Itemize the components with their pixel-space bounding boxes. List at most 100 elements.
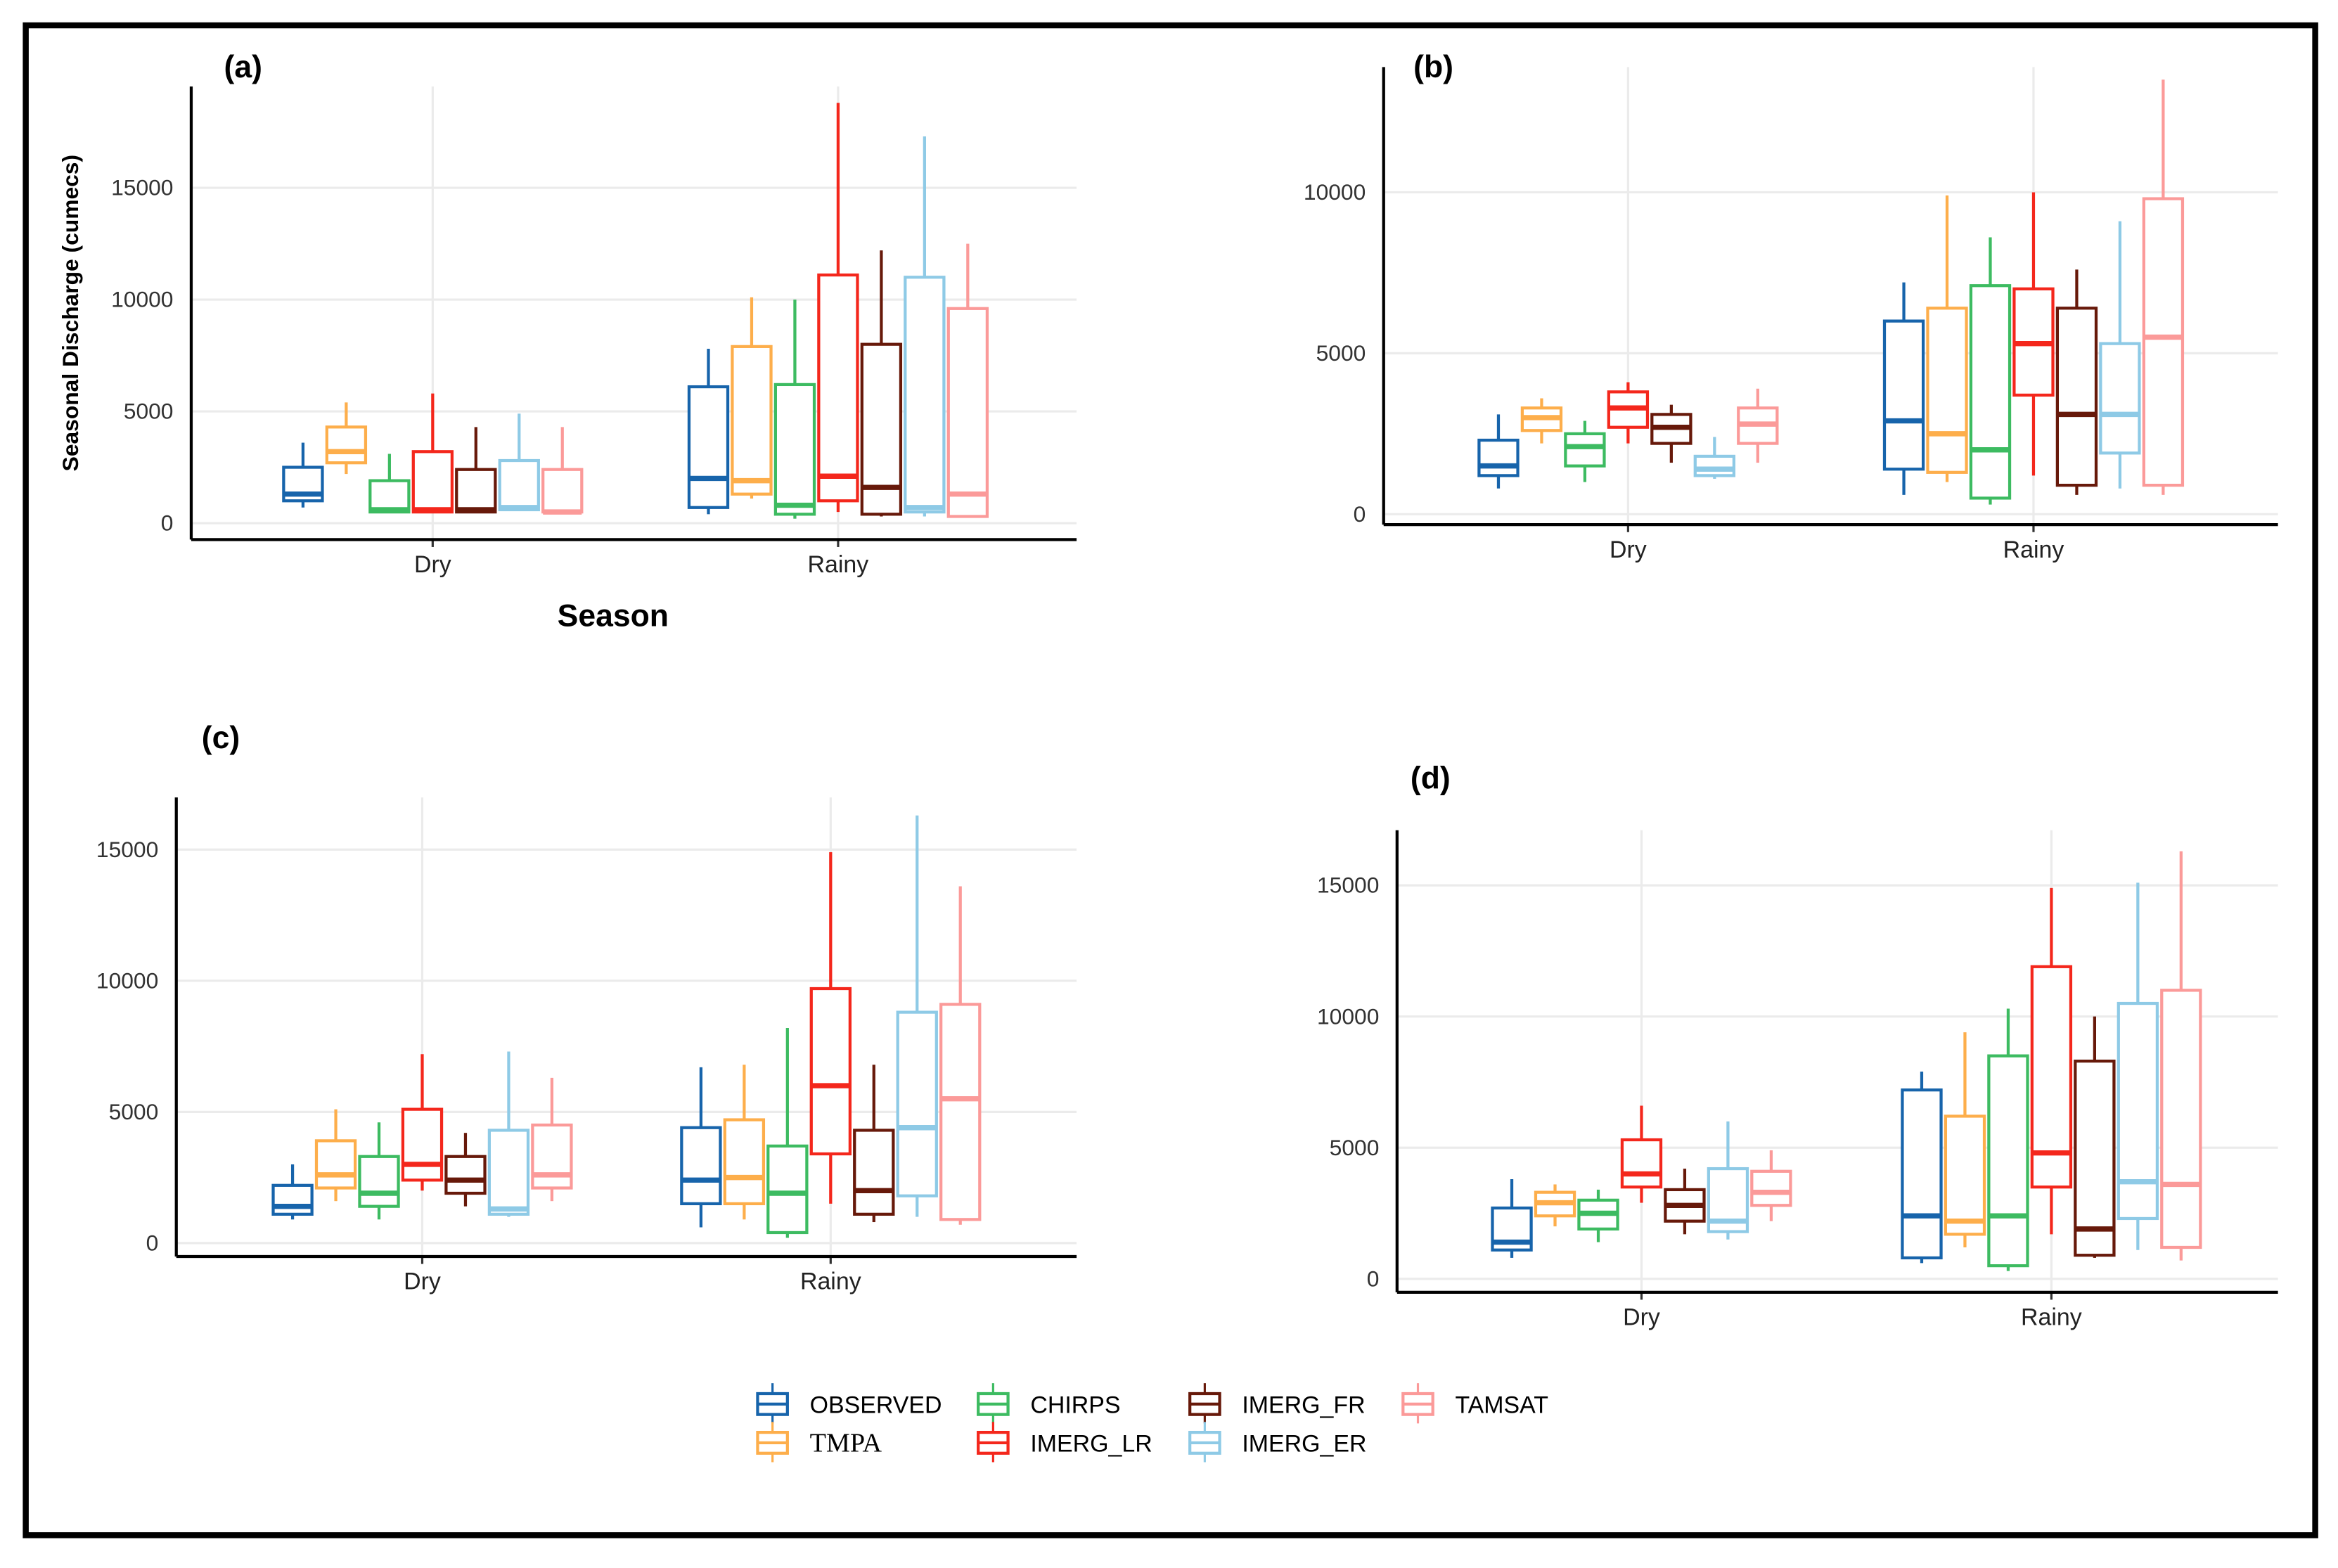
box-observed-dry [271,1164,314,1220]
legend-label: OBSERVED [810,1392,942,1419]
legend-item-tamsat: TAMSAT [1401,1383,1548,1424]
x-tick-label: Rainy [808,551,869,578]
x-axis-title: Season [558,598,669,633]
legend-item-imerg_er: IMERG_ER [1188,1422,1366,1463]
box-tmpa-dry [1534,1184,1576,1227]
legend-item-tmpa: TMPA [756,1422,882,1463]
panel-d: 0 5000 10000 15000 Dry Rainy (d) [1317,761,2278,1330]
box-iqr [1969,284,2012,500]
panel-label: (c) [202,721,240,755]
box-iqr [487,1129,530,1216]
box-iqr [809,987,852,1156]
box-iqr [2160,989,2202,1249]
y-tick-label: 10000 [1304,179,1366,205]
box-iqr [498,458,540,512]
y-tick-label: 0 [161,510,174,536]
box-observed-dry [1477,414,1520,489]
y-tick-label: 10000 [96,968,158,993]
box-imerg_er-dry [498,413,540,512]
box-iqr [946,307,989,518]
box-iqr [2117,1001,2159,1221]
box-tmpa-rainy [1944,1032,1986,1247]
box-tmpa-rainy [731,297,773,499]
x-tick-label: Dry [1610,536,1647,563]
box-iqr [531,1123,573,1190]
box-tamsat-dry [1737,388,1779,463]
box-iqr [455,468,497,514]
box-imerg_lr-dry [411,393,454,514]
x-tick-label: Dry [1623,1304,1660,1330]
box-chirps-rainy [773,300,816,519]
box-observed-dry [282,442,324,508]
legend-label: IMERG_FR [1242,1392,1365,1419]
legend-label: TAMSAT [1455,1392,1548,1419]
box-imerg_fr-rainy [860,250,903,517]
box-tamsat-rainy [939,886,982,1225]
box-imerg_fr-rainy [853,1065,895,1223]
box-iqr [853,1129,895,1216]
box-iqr [358,1155,400,1208]
box-iqr [1564,432,1606,468]
box-imerg_fr-rainy [2074,1016,2116,1258]
box-iqr [1750,1169,1792,1207]
box-iqr [411,450,454,514]
panel-b: 0 5000 10000 Dry Rainy (b) [1304,50,2278,563]
box-imerg_er-dry [1693,437,1736,479]
box-imerg_lr-rainy [809,852,852,1204]
box-iqr [1477,438,1520,477]
y-tick-label: 5000 [124,399,174,424]
box-tamsat-rainy [946,243,989,518]
box-tmpa-dry [1520,398,1563,444]
box-iqr [1987,1054,2029,1268]
box-chirps-rainy [766,1027,809,1238]
box-chirps-rainy [1987,1008,2029,1271]
y-tick-label: 10000 [111,287,173,312]
box-iqr [2055,307,2098,487]
box-tamsat-rainy [2142,79,2185,495]
box-chirps-dry [358,1122,400,1220]
legend-item-imerg_fr: IMERG_FR [1188,1383,1366,1424]
box-observed-dry [1491,1178,1533,1258]
legend-label: TMPA [810,1429,882,1458]
box-imerg_fr-rainy [2055,269,2098,495]
box-iqr [904,276,946,514]
box-iqr [444,1155,487,1195]
box-tmpa-dry [325,402,368,475]
box-tamsat-rainy [2160,851,2202,1261]
box-tmpa-dry [314,1109,357,1202]
box-tamsat-dry [541,427,584,515]
box-iqr [314,1139,357,1190]
box-chirps-dry [1577,1189,1619,1242]
box-iqr [1620,1138,1663,1189]
figure-border [23,22,2318,1538]
box-iqr [271,1183,314,1216]
y-tick-label: 5000 [1330,1135,1380,1160]
box-iqr [1693,454,1736,477]
box-imerg_lr-rainy [2030,887,2073,1235]
box-iqr [1944,1114,1986,1236]
y-tick-label: 5000 [109,1099,159,1124]
x-tick-label: Dry [414,551,451,578]
box-iqr [325,425,368,465]
y-tick-label: 5000 [1316,340,1366,366]
box-imerg_er-rainy [904,136,946,517]
box-imerg_lr-dry [401,1054,444,1191]
box-iqr [680,1126,722,1206]
box-tamsat-dry [531,1077,573,1202]
panel-c: 0 5000 10000 15000 Dry Rainy (c) [96,721,1077,1295]
box-iqr [401,1107,444,1182]
legend-label: IMERG_ER [1242,1431,1366,1458]
box-iqr [731,345,773,496]
box-chirps-dry [1564,420,1606,482]
box-imerg_er-rainy [2099,221,2141,489]
box-chirps-rainy [1969,237,2012,505]
legend-item-chirps: CHIRPS [977,1383,1120,1424]
box-imerg_lr-dry [1607,382,1650,444]
box-iqr [1926,307,1968,474]
y-tick-label: 15000 [111,175,173,200]
box-iqr [541,468,584,514]
x-tick-label: Rainy [2021,1304,2082,1330]
box-iqr [773,383,816,516]
legend: OBSERVED CHIRPS IMERG_FR TAMSAT TMPA IMERG_LR… [756,1383,1548,1463]
legend-label: CHIRPS [1030,1392,1120,1419]
